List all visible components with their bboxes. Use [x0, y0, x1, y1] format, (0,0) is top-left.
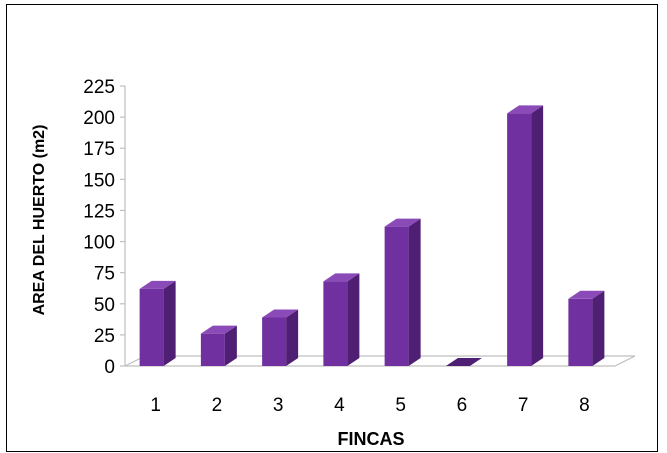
- y-tick-label: 175: [83, 139, 115, 160]
- x-axis-title: FINCAS: [338, 429, 405, 449]
- bar: [384, 218, 421, 366]
- bar-top: [384, 218, 421, 227]
- y-tick-label: 200: [83, 108, 115, 129]
- x-tick-label: 5: [395, 395, 406, 416]
- y-tick-label: 225: [83, 77, 115, 98]
- bar: [507, 105, 544, 366]
- x-tick-label: 1: [150, 395, 161, 416]
- bar: [323, 273, 360, 366]
- bar: [139, 280, 176, 366]
- bar: [568, 290, 605, 366]
- x-tick-label: 2: [212, 395, 223, 416]
- y-tick-label: 0: [104, 357, 115, 378]
- bar-side: [224, 325, 237, 366]
- bar-front: [262, 317, 287, 366]
- bar-side: [531, 105, 544, 366]
- bar: [445, 358, 482, 366]
- bar-side: [286, 309, 299, 366]
- bar-front: [323, 281, 348, 366]
- y-tick-label: 50: [94, 295, 115, 316]
- bar-front: [384, 226, 409, 366]
- bars: [139, 105, 605, 366]
- bar-top: [323, 273, 360, 282]
- bar-top: [200, 325, 237, 334]
- bar-side: [592, 290, 605, 366]
- bar: [262, 309, 299, 366]
- bar-side: [347, 273, 360, 366]
- y-tick-label: 125: [83, 201, 115, 222]
- x-axis: 1 2 3 4 5 6 7 8: [150, 395, 589, 416]
- bar-front: [139, 288, 164, 366]
- chart-frame: 0 25 50 75 100 125 150 175 200 225 1 2 3 4 5 6 7 8 AREA …: [6, 4, 658, 452]
- x-tick-label: 3: [273, 395, 284, 416]
- bar-front: [507, 113, 532, 366]
- bar-front: [200, 333, 225, 366]
- y-axis: 0 25 50 75 100 125 150 175 200 225: [83, 77, 126, 378]
- x-tick-label: 7: [518, 395, 529, 416]
- y-tick-label: 75: [94, 264, 115, 285]
- x-tick-label: 6: [457, 395, 468, 416]
- bar-side: [408, 218, 421, 366]
- bar-chart: 0 25 50 75 100 125 150 175 200 225 1 2 3 4 5 6 7 8 AREA …: [31, 77, 636, 449]
- bar: [200, 325, 237, 366]
- bar-zero: [445, 358, 482, 366]
- bar-top: [139, 280, 176, 289]
- bar-top: [568, 290, 605, 299]
- x-tick-label: 4: [334, 395, 345, 416]
- y-tick-label: 100: [83, 233, 115, 254]
- bar-front: [568, 298, 593, 366]
- y-tick-label: 150: [83, 170, 115, 191]
- bar-top: [507, 105, 544, 114]
- y-tick-label: 25: [94, 326, 115, 347]
- bar-top: [262, 309, 299, 318]
- bar-side: [163, 280, 176, 366]
- x-tick-label: 8: [579, 395, 590, 416]
- y-axis-title: AREA DEL HUERTO (m2): [31, 125, 48, 316]
